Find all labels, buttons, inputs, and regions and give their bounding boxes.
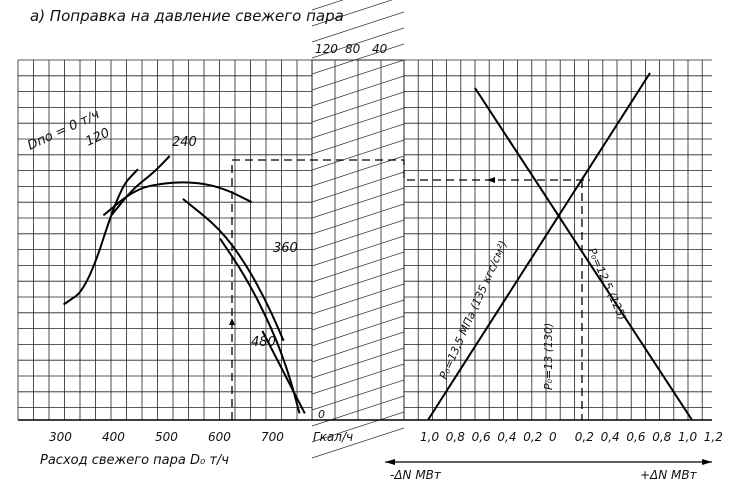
hatch-line xyxy=(311,155,405,187)
mid-bottom-label-0: 0 xyxy=(318,408,325,421)
hatch-line xyxy=(311,235,405,267)
line-p125 xyxy=(474,87,693,421)
curves xyxy=(63,72,712,465)
curve-480 xyxy=(219,237,301,414)
hatch-line xyxy=(311,411,405,443)
delta-axis-arrow-right xyxy=(702,459,712,465)
hatch-line xyxy=(311,11,405,43)
hatch-line xyxy=(311,427,405,459)
left-x-ticks: 300 400 500 600 700 xyxy=(49,430,284,444)
x-tick-label: 0,8 xyxy=(652,430,671,444)
hatch-line xyxy=(311,267,405,299)
chart-title: а) Поправка на давление свежего пара xyxy=(30,7,344,25)
line-label-p130: P₀=13 (130) xyxy=(542,323,555,390)
curve-240 xyxy=(102,181,253,217)
hatch-line xyxy=(311,395,405,427)
series-label-120: 120 xyxy=(83,126,112,150)
x-tick-label: 0,6 xyxy=(472,430,491,444)
left-x-axis-label: Расход свежего пара D₀ т/ч xyxy=(40,453,229,468)
x-tick-label: 1,2 xyxy=(704,430,723,444)
series-label-240: 240 xyxy=(172,135,197,150)
line-label-p125: P₀=12,5 (125) xyxy=(585,246,629,322)
hatch-line xyxy=(311,107,405,139)
mid-top-label-120: 120 xyxy=(315,42,338,56)
arrow-head xyxy=(487,177,495,183)
x-tick-label: 1,0 xyxy=(420,430,439,444)
series-label-360: 360 xyxy=(273,241,298,256)
hatch-line xyxy=(311,299,405,331)
hatch-line xyxy=(311,171,405,203)
x-tick-label: 0,4 xyxy=(601,430,620,444)
mid-top-label-80: 80 xyxy=(345,42,361,56)
hatch-line xyxy=(311,379,405,411)
mid-x-axis-label: Гкал/ч xyxy=(313,430,353,444)
right-x-axis-right-label: +ΔN МВт xyxy=(640,468,698,482)
x-tick-label: 0,4 xyxy=(497,430,516,444)
right-x-ticks: 1,0 0,8 0,6 0,4 0,2 0 0,2 0,4 0,6 0,8 1,0 1,2 xyxy=(420,430,723,444)
hatch-line xyxy=(311,43,405,75)
x-tick-label: 0,2 xyxy=(523,430,542,444)
arrow-head xyxy=(229,318,235,325)
curve-480-tail xyxy=(261,330,306,414)
hatch-line xyxy=(311,331,405,363)
delta-axis-arrow-left xyxy=(385,459,395,465)
x-tick-label: 0 xyxy=(549,430,557,444)
x-tick-label: 500 xyxy=(155,430,178,444)
hatch-line xyxy=(311,251,405,283)
x-tick-label: 0,2 xyxy=(575,430,594,444)
curve-360 xyxy=(182,198,285,342)
dashed-construction-line xyxy=(231,159,590,420)
hatch-line xyxy=(311,0,393,27)
right-x-axis-left-label: -ΔN МВт xyxy=(390,468,442,482)
hatch-line xyxy=(311,123,405,155)
x-tick-label: 700 xyxy=(261,430,284,444)
x-tick-label: 0,6 xyxy=(626,430,645,444)
hatch-line xyxy=(311,315,405,347)
hatch-line xyxy=(311,203,405,235)
x-tick-label: 1,0 xyxy=(678,430,697,444)
hatch-line xyxy=(311,363,405,395)
x-tick-label: 600 xyxy=(208,430,231,444)
line-p135 xyxy=(427,72,651,421)
mid-top-label-40: 40 xyxy=(372,42,388,56)
left-grid xyxy=(17,59,312,420)
x-tick-label: 0,8 xyxy=(446,430,465,444)
x-tick-label: 300 xyxy=(49,430,72,444)
hatch-line xyxy=(311,59,405,91)
curve-120 xyxy=(63,168,139,306)
x-tick-label: 400 xyxy=(102,430,125,444)
hatch-line xyxy=(311,27,405,59)
series-label-480: 480 xyxy=(251,335,276,350)
hatch-line xyxy=(311,187,405,219)
hatch-line xyxy=(311,139,405,171)
hatch-line xyxy=(311,91,405,123)
right-grid xyxy=(18,59,712,421)
curve-dpo-0 xyxy=(110,155,171,217)
hatch-line xyxy=(311,0,344,11)
hatch-line xyxy=(311,283,405,315)
middle-hatched-panel xyxy=(311,0,405,459)
hatch-line xyxy=(311,75,405,107)
hatch-line xyxy=(311,347,405,379)
hatch-line xyxy=(311,219,405,251)
